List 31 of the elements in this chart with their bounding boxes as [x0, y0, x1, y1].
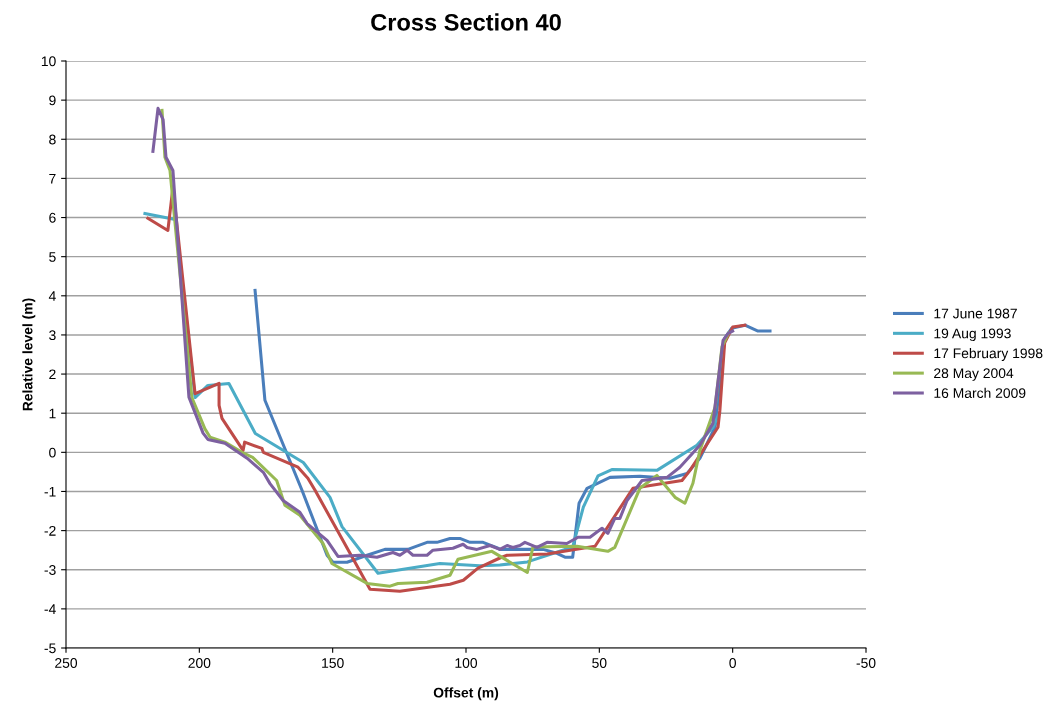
- y-tick-label: 7: [49, 173, 56, 184]
- y-tick-label: 1: [49, 408, 56, 419]
- y-tick-label: 2: [49, 369, 56, 380]
- x-axis-title: Offset (m): [433, 687, 499, 701]
- legend-label: 28 May 2004: [934, 368, 1014, 381]
- x-tick-label: -50: [856, 658, 876, 668]
- x-tick-label: 100: [455, 658, 478, 668]
- x-tick-label: 150: [322, 658, 344, 668]
- legend-label: 17 February 1998: [934, 348, 1043, 361]
- legend-label: 16 March 2009: [934, 387, 1026, 399]
- y-tick-label: 10: [41, 56, 56, 67]
- x-tick-label: 50: [592, 658, 607, 668]
- x-tick-label: 0: [729, 658, 736, 668]
- y-tick-label: -5: [44, 643, 56, 654]
- legend-label: 17 June 1987: [934, 308, 1017, 319]
- y-tick-label: 4: [48, 291, 56, 301]
- y-tick-label: -4: [44, 604, 56, 614]
- y-tick-label: 0: [49, 447, 56, 458]
- y-tick-label: -1: [44, 486, 56, 497]
- y-tick-label: -2: [44, 525, 56, 536]
- y-tick-label: 8: [49, 134, 56, 145]
- y-tick-label: -3: [44, 565, 56, 575]
- y-axis-title: Relative level (m): [22, 298, 36, 411]
- legend-label: 19 Aug 1993: [934, 328, 1011, 342]
- x-tick-label: 250: [55, 658, 78, 668]
- chart-title: Cross Section 40: [371, 13, 561, 31]
- y-tick-label: 3: [49, 330, 56, 341]
- y-tick-label: 9: [49, 95, 56, 106]
- y-tick-label: 5: [49, 252, 56, 262]
- x-tick-label: 200: [188, 658, 211, 668]
- y-tick-label: 6: [49, 212, 56, 223]
